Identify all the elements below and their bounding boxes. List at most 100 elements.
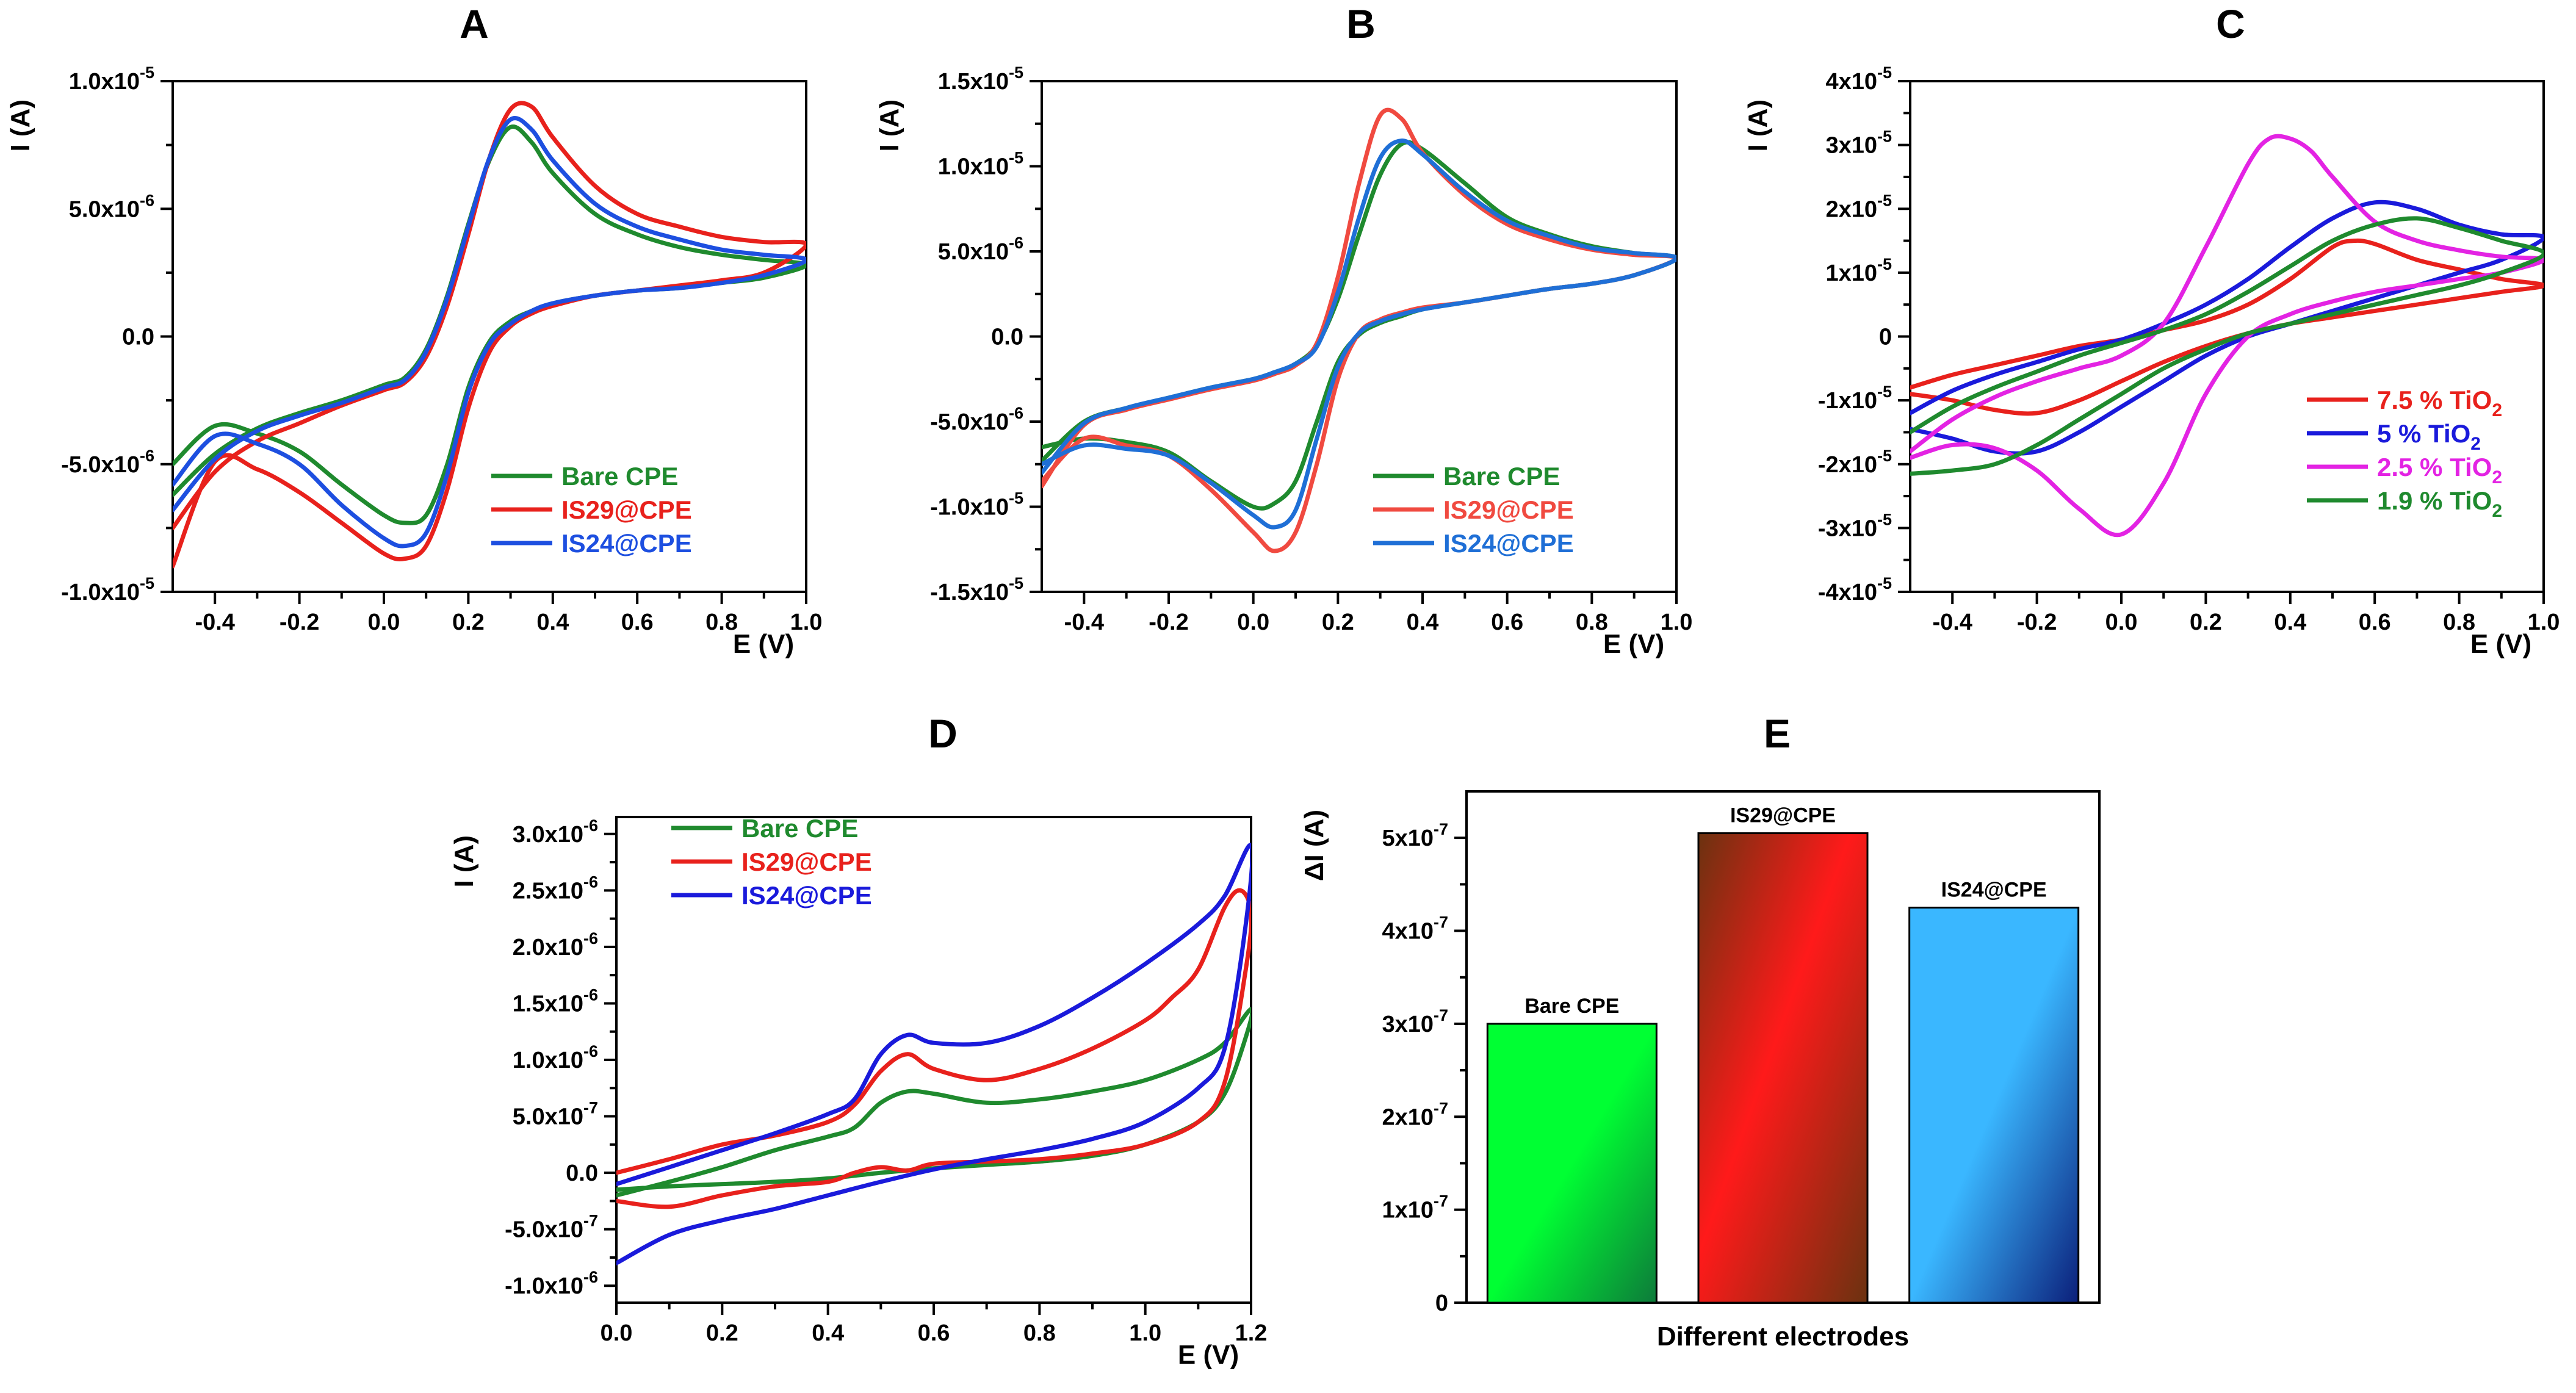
x-tick-label: 0.6 bbox=[621, 610, 654, 635]
series-line-B-2 bbox=[1042, 139, 1676, 530]
series-line-A-0 bbox=[173, 124, 806, 525]
x-tick-label: 0.2 bbox=[2190, 610, 2222, 635]
x-tick-label: -0.4 bbox=[1932, 610, 1972, 635]
y-tick-label-mantissa: 0.0 bbox=[991, 325, 1023, 350]
legend-label: IS29@CPE bbox=[561, 495, 692, 524]
x-tick-label: 0.2 bbox=[706, 1320, 738, 1346]
y-tick-label-exponent: -6 bbox=[583, 1268, 598, 1286]
y-tick-label-exponent: -6 bbox=[1009, 404, 1023, 422]
y-tick-label-mantissa: 1.5x10 bbox=[938, 69, 1009, 95]
x-tick-label: 0.0 bbox=[368, 610, 400, 635]
legend-label: 1.9 % TiO2 bbox=[2377, 486, 2502, 521]
legend-B: Bare CPE IS29@CPE IS24@CPE bbox=[1373, 462, 1574, 558]
series-line-C-2 bbox=[1910, 134, 2544, 538]
x-axis-D: 0.0 0.2 0.4 0.6 0.8 1.0 1.2 bbox=[601, 1303, 1267, 1346]
x-tick-label: 0.4 bbox=[2274, 610, 2306, 635]
bar-label: Bare CPE bbox=[1524, 995, 1619, 1018]
y-tick-label-exponent: -7 bbox=[1434, 913, 1448, 932]
y-tick-label-mantissa: -4x10 bbox=[1818, 580, 1877, 605]
legend-label-text: IS24@CPE bbox=[561, 529, 692, 558]
legend-label-text: 2.5 % TiO bbox=[2377, 453, 2492, 481]
y-tick-label-exponent: -5 bbox=[1877, 128, 1892, 146]
x-tick-label: -0.2 bbox=[280, 610, 319, 635]
y-tick-label: -1.0x10-6 bbox=[505, 1268, 598, 1299]
y-tick-label-mantissa: 0 bbox=[1435, 1290, 1448, 1316]
y-tick-label-mantissa: 0.0 bbox=[566, 1161, 598, 1186]
y-tick-label-mantissa: 1x10 bbox=[1825, 261, 1877, 286]
plot-frame-D bbox=[615, 816, 1252, 1304]
y-tick-label: -1.0x10-5 bbox=[61, 574, 154, 605]
y-tick-label-exponent: -5 bbox=[1009, 149, 1023, 167]
y-tick-label-exponent: -5 bbox=[140, 574, 154, 592]
panel-letter-B: B bbox=[1346, 1, 1376, 46]
y-tick-label: 1.5x10-6 bbox=[513, 985, 598, 1017]
y-axis-title-E: ΔI (A) bbox=[1299, 810, 1329, 881]
legend-label: IS24@CPE bbox=[741, 881, 872, 910]
x-axis-B: -0.4 -0.2 0.0 0.2 0.4 0.6 0.8 1.0 bbox=[1064, 592, 1693, 635]
legend-label: 2.5 % TiO2 bbox=[2377, 453, 2502, 488]
x-tick-label: 1.0 bbox=[1129, 1320, 1161, 1346]
y-tick-label-exponent: -6 bbox=[583, 873, 598, 891]
legend-label-text: 5 % TiO bbox=[2377, 419, 2470, 448]
legend-label-text: IS24@CPE bbox=[741, 881, 872, 910]
y-tick-label-mantissa: 3x10 bbox=[1382, 1012, 1434, 1037]
y-tick-label-exponent: -5 bbox=[1877, 510, 1892, 528]
series-line-C-3 bbox=[1910, 216, 2544, 476]
legend-label-text: IS29@CPE bbox=[741, 848, 872, 876]
x-tick-label: 0.8 bbox=[705, 610, 738, 635]
y-tick-label-mantissa: 2x10 bbox=[1382, 1104, 1434, 1130]
y-tick-label-mantissa: 5.0x10 bbox=[69, 196, 140, 222]
y-tick-label: 5.0x10-6 bbox=[938, 234, 1023, 265]
y-tick-label: -2x10-5 bbox=[1818, 447, 1892, 478]
y-tick-label-mantissa: 3.0x10 bbox=[513, 822, 583, 848]
x-axis-title-E: Different electrodes bbox=[1657, 1322, 1909, 1352]
y-tick-label-mantissa: 5x10 bbox=[1382, 826, 1434, 851]
y-tick-label-mantissa: 1.5x10 bbox=[513, 991, 583, 1017]
x-tick-label: 1.0 bbox=[1661, 610, 1693, 635]
x-tick-label: 0.2 bbox=[1322, 610, 1354, 635]
x-tick-label: 0.8 bbox=[1023, 1320, 1056, 1346]
x-axis-title-C: E (V) bbox=[2470, 629, 2531, 659]
series-group-D bbox=[616, 843, 1251, 1265]
y-tick-label-mantissa: 5.0x10 bbox=[513, 1104, 583, 1130]
series-line-A-2 bbox=[173, 116, 806, 549]
y-tick-label: 1.0x10-5 bbox=[938, 149, 1023, 180]
panel-letter-D: D bbox=[928, 711, 958, 756]
y-tick-label: -5.0x10-7 bbox=[505, 1212, 598, 1243]
bar-label: IS29@CPE bbox=[1730, 804, 1836, 827]
x-tick-label: 1.0 bbox=[790, 610, 823, 635]
series-group-B bbox=[1042, 107, 1676, 553]
x-tick-label: 0.8 bbox=[2443, 610, 2475, 635]
series-line-D-1 bbox=[616, 888, 1251, 1209]
y-tick-label-exponent: -7 bbox=[1434, 820, 1448, 838]
series-line-D-2 bbox=[616, 843, 1251, 1265]
x-tick-label: 0.4 bbox=[812, 1320, 844, 1346]
legend-label: Bare CPE bbox=[1443, 462, 1560, 491]
y-tick-label-exponent: -7 bbox=[1434, 1006, 1448, 1024]
y-axis-A: -1.0x10-5-5.0x10-60.05.0x10-61.0x10-5 bbox=[61, 63, 173, 605]
y-tick-label: -1.0x10-5 bbox=[930, 489, 1023, 520]
y-tick-label-mantissa: -5.0x10 bbox=[930, 409, 1009, 435]
y-tick-label: 2.5x10-6 bbox=[513, 873, 598, 904]
x-tick-label: 1.0 bbox=[2528, 610, 2560, 635]
panel-C: C-4x10-5-3x10-5-2x10-5-1x10-501x10-52x10… bbox=[1743, 1, 2560, 659]
y-tick-label: 5.0x10-6 bbox=[69, 191, 154, 222]
y-tick-label: 2x10-5 bbox=[1825, 191, 1892, 222]
y-axis-title-D: I (A) bbox=[449, 835, 479, 888]
y-tick-label-mantissa: -1.0x10 bbox=[61, 580, 140, 605]
y-tick-label: 2.0x10-6 bbox=[513, 929, 598, 960]
y-tick-label: 3.0x10-6 bbox=[513, 816, 598, 848]
legend-label-text: Bare CPE bbox=[561, 462, 678, 491]
y-tick-label: 0.0 bbox=[991, 325, 1023, 350]
y-tick-label-mantissa: 1.0x10 bbox=[513, 1048, 583, 1073]
y-tick-label-exponent: -6 bbox=[583, 816, 598, 835]
panel-A: A-1.0x10-5-5.0x10-60.05.0x10-61.0x10-5I … bbox=[5, 1, 822, 659]
y-tick-label-exponent: -5 bbox=[1009, 489, 1023, 508]
y-tick-label-exponent: -6 bbox=[583, 929, 598, 948]
x-tick-label: 0.6 bbox=[918, 1320, 950, 1346]
series-line-C-1 bbox=[1910, 200, 2544, 456]
y-tick-label-mantissa: 2.5x10 bbox=[513, 878, 583, 904]
y-tick-label: 1x10-5 bbox=[1825, 255, 1892, 286]
series-group-C bbox=[1910, 134, 2544, 538]
